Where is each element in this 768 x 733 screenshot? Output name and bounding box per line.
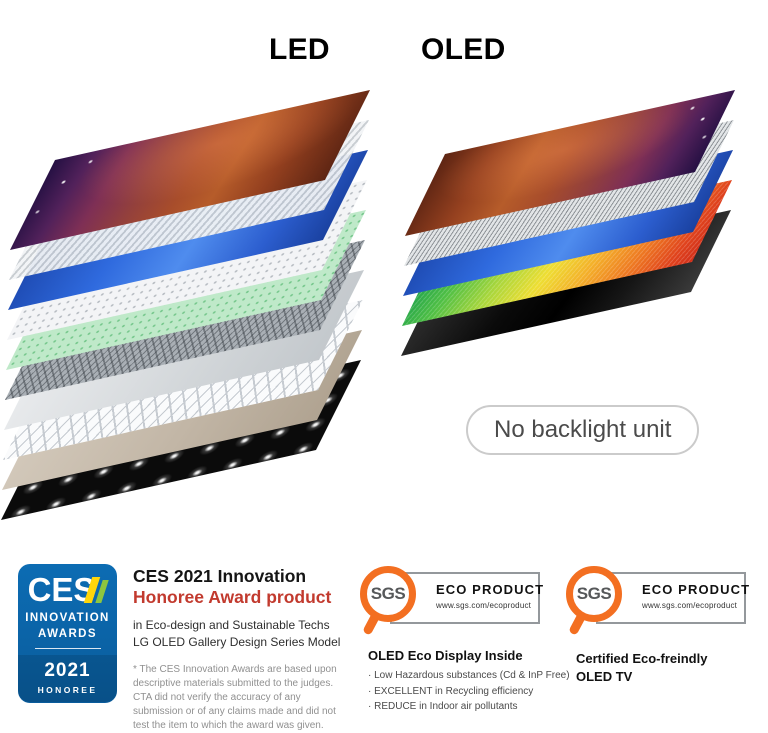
sgs-url-text: www.sgs.com/ecoproduct xyxy=(642,601,738,610)
ces-title-line1: CES 2021 Innovation xyxy=(133,566,307,586)
ces-award-description: CES 2021 Innovation Honoree Award produc… xyxy=(133,566,363,732)
eco-bullet-3: · REDUCE in Indoor air pollutants xyxy=(368,701,518,712)
sgs-logo-text: SGS xyxy=(576,584,612,603)
sgs-logo-icon: SGS xyxy=(566,566,622,622)
oled-heading: OLED xyxy=(421,33,506,66)
ces-disclaimer: * The CES Innovation Awards are based up… xyxy=(133,664,337,731)
ces-divider xyxy=(34,648,101,650)
sgs-url-text: www.sgs.com/ecoproduct xyxy=(436,601,532,610)
ces-honoree-text: HONOREE xyxy=(37,685,98,696)
ces-title-line2: Honoree Award product xyxy=(133,587,332,608)
ces-year-text: 2021 xyxy=(44,660,91,682)
certified-line2: OLED TV xyxy=(576,669,633,685)
certified-line1: Certified Eco-freindly xyxy=(576,651,708,666)
sgs-eco-badge-tv: ECO PRODUCT www.sgs.com/ecoproduct SGS xyxy=(566,566,766,638)
ces-subtitle-2: LG OLED Gallery Design Series Model xyxy=(133,635,341,650)
ces-awards-text: AWARDS xyxy=(38,627,97,640)
eco-display-title: OLED Eco Display Inside xyxy=(368,648,523,663)
ces-logo: CES xyxy=(18,573,117,611)
ces-badge-bottom-band: 2021 HONOREE xyxy=(18,655,117,703)
led-heading: LED xyxy=(269,33,330,66)
sgs-badge-frame: ECO PRODUCT www.sgs.com/ecoproduct xyxy=(390,572,545,624)
eco-display-bullets: · Low Hazardous substances (Cd & InP Fre… xyxy=(368,668,570,715)
ces-innovation-text: INNOVATION xyxy=(25,612,110,624)
sgs-logo-text: SGS xyxy=(370,584,406,603)
eco-bullet-2: · EXCELLENT in Recycling efficiency xyxy=(368,685,534,697)
sgs-logo-icon: SGS xyxy=(360,566,416,622)
certified-eco-friendly-text: Certified Eco-freindly OLED TV xyxy=(576,650,707,686)
sgs-eco-badge-display: ECO PRODUCT www.sgs.com/ecoproduct SGS xyxy=(360,566,560,638)
no-backlight-pill: No backlight unit xyxy=(466,405,700,455)
ces-subtitle-1: in Eco-design and Sustainable Techs xyxy=(133,617,330,632)
eco-product-label: ECO PRODUCT xyxy=(436,582,545,597)
eco-product-label: ECO PRODUCT xyxy=(642,582,751,597)
eco-bullet-1: · Low Hazardous substances (Cd & InP Fre… xyxy=(368,670,570,681)
ces-award-badge: CES INNOVATION AWARDS 2021 HONOREE xyxy=(18,564,117,703)
